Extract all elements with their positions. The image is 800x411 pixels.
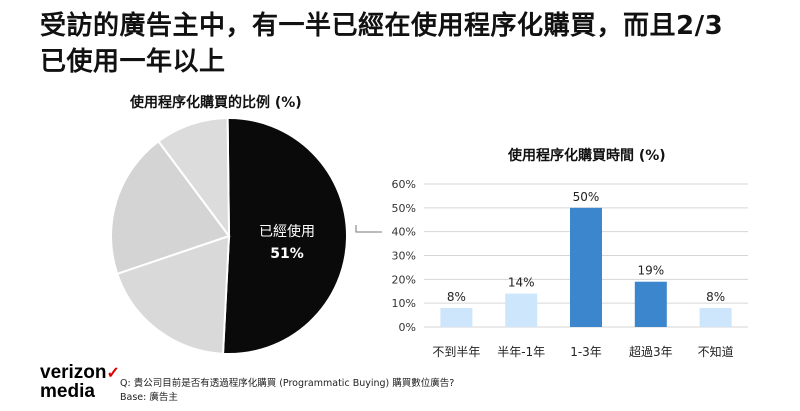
bar-value-label: 50% (573, 190, 600, 204)
y-tick-label: 0% (399, 321, 416, 334)
page-title: 受訪的廣告主中，有一半已經在使用程序化購買，而且2/3 已使用一年以上 (40, 8, 780, 80)
x-tick-label: 不知道 (698, 345, 734, 359)
bar (440, 307, 473, 327)
bar (699, 307, 732, 327)
title-line-1: 受訪的廣告主中，有一半已經在使用程序化購買，而且2/3 (40, 11, 724, 41)
x-tick-label: 超過3年 (629, 344, 673, 359)
y-tick-label: 10% (392, 297, 416, 310)
pie-slice (110, 139, 231, 276)
pie-chart-title: 使用程序化購買的比例 (%) (130, 95, 302, 111)
bar-value-label: 8% (706, 290, 725, 304)
bar-value-label: 8% (447, 290, 466, 304)
pie-slice (157, 116, 231, 240)
connector-line (355, 225, 382, 233)
y-tick-label: 30% (392, 250, 416, 263)
bar-value-label: 19% (637, 264, 664, 278)
x-tick-label: 半年-1年 (497, 345, 545, 359)
y-tick-label: 40% (392, 226, 416, 239)
footnote-question: Q: 貴公司目前是否有透過程序化購買 (Programmatic Buying)… (120, 378, 455, 389)
y-tick-label: 20% (392, 273, 416, 286)
logo-word-verizon: verizon (40, 362, 107, 383)
pie-slice-label: 已經使用 (259, 223, 315, 240)
verizon-media-logo: verizon✓ media (40, 362, 120, 402)
footnote: Q: 貴公司目前是否有透過程序化購買 (Programmatic Buying)… (120, 377, 454, 405)
bar (570, 207, 602, 327)
footnote-base: Base: 廣告主 (120, 392, 178, 403)
y-tick-label: 60% (392, 178, 416, 191)
pie-slice (115, 234, 231, 355)
x-tick-label: 1-3年 (570, 345, 602, 359)
logo-word-media: media (40, 381, 95, 402)
pie-slice (221, 117, 348, 355)
bar (505, 293, 538, 327)
pie-slice-value-label: 51% (270, 246, 304, 262)
x-tick-label: 不到半年 (432, 345, 480, 359)
y-tick-label: 50% (392, 202, 416, 215)
bar (634, 281, 667, 327)
bar-value-label: 14% (508, 276, 535, 290)
bar-chart-title: 使用程序化購買時間 (%) (508, 148, 666, 164)
logo-check-icon: ✓ (106, 365, 120, 382)
title-line-2: 已使用一年以上 (40, 47, 226, 77)
